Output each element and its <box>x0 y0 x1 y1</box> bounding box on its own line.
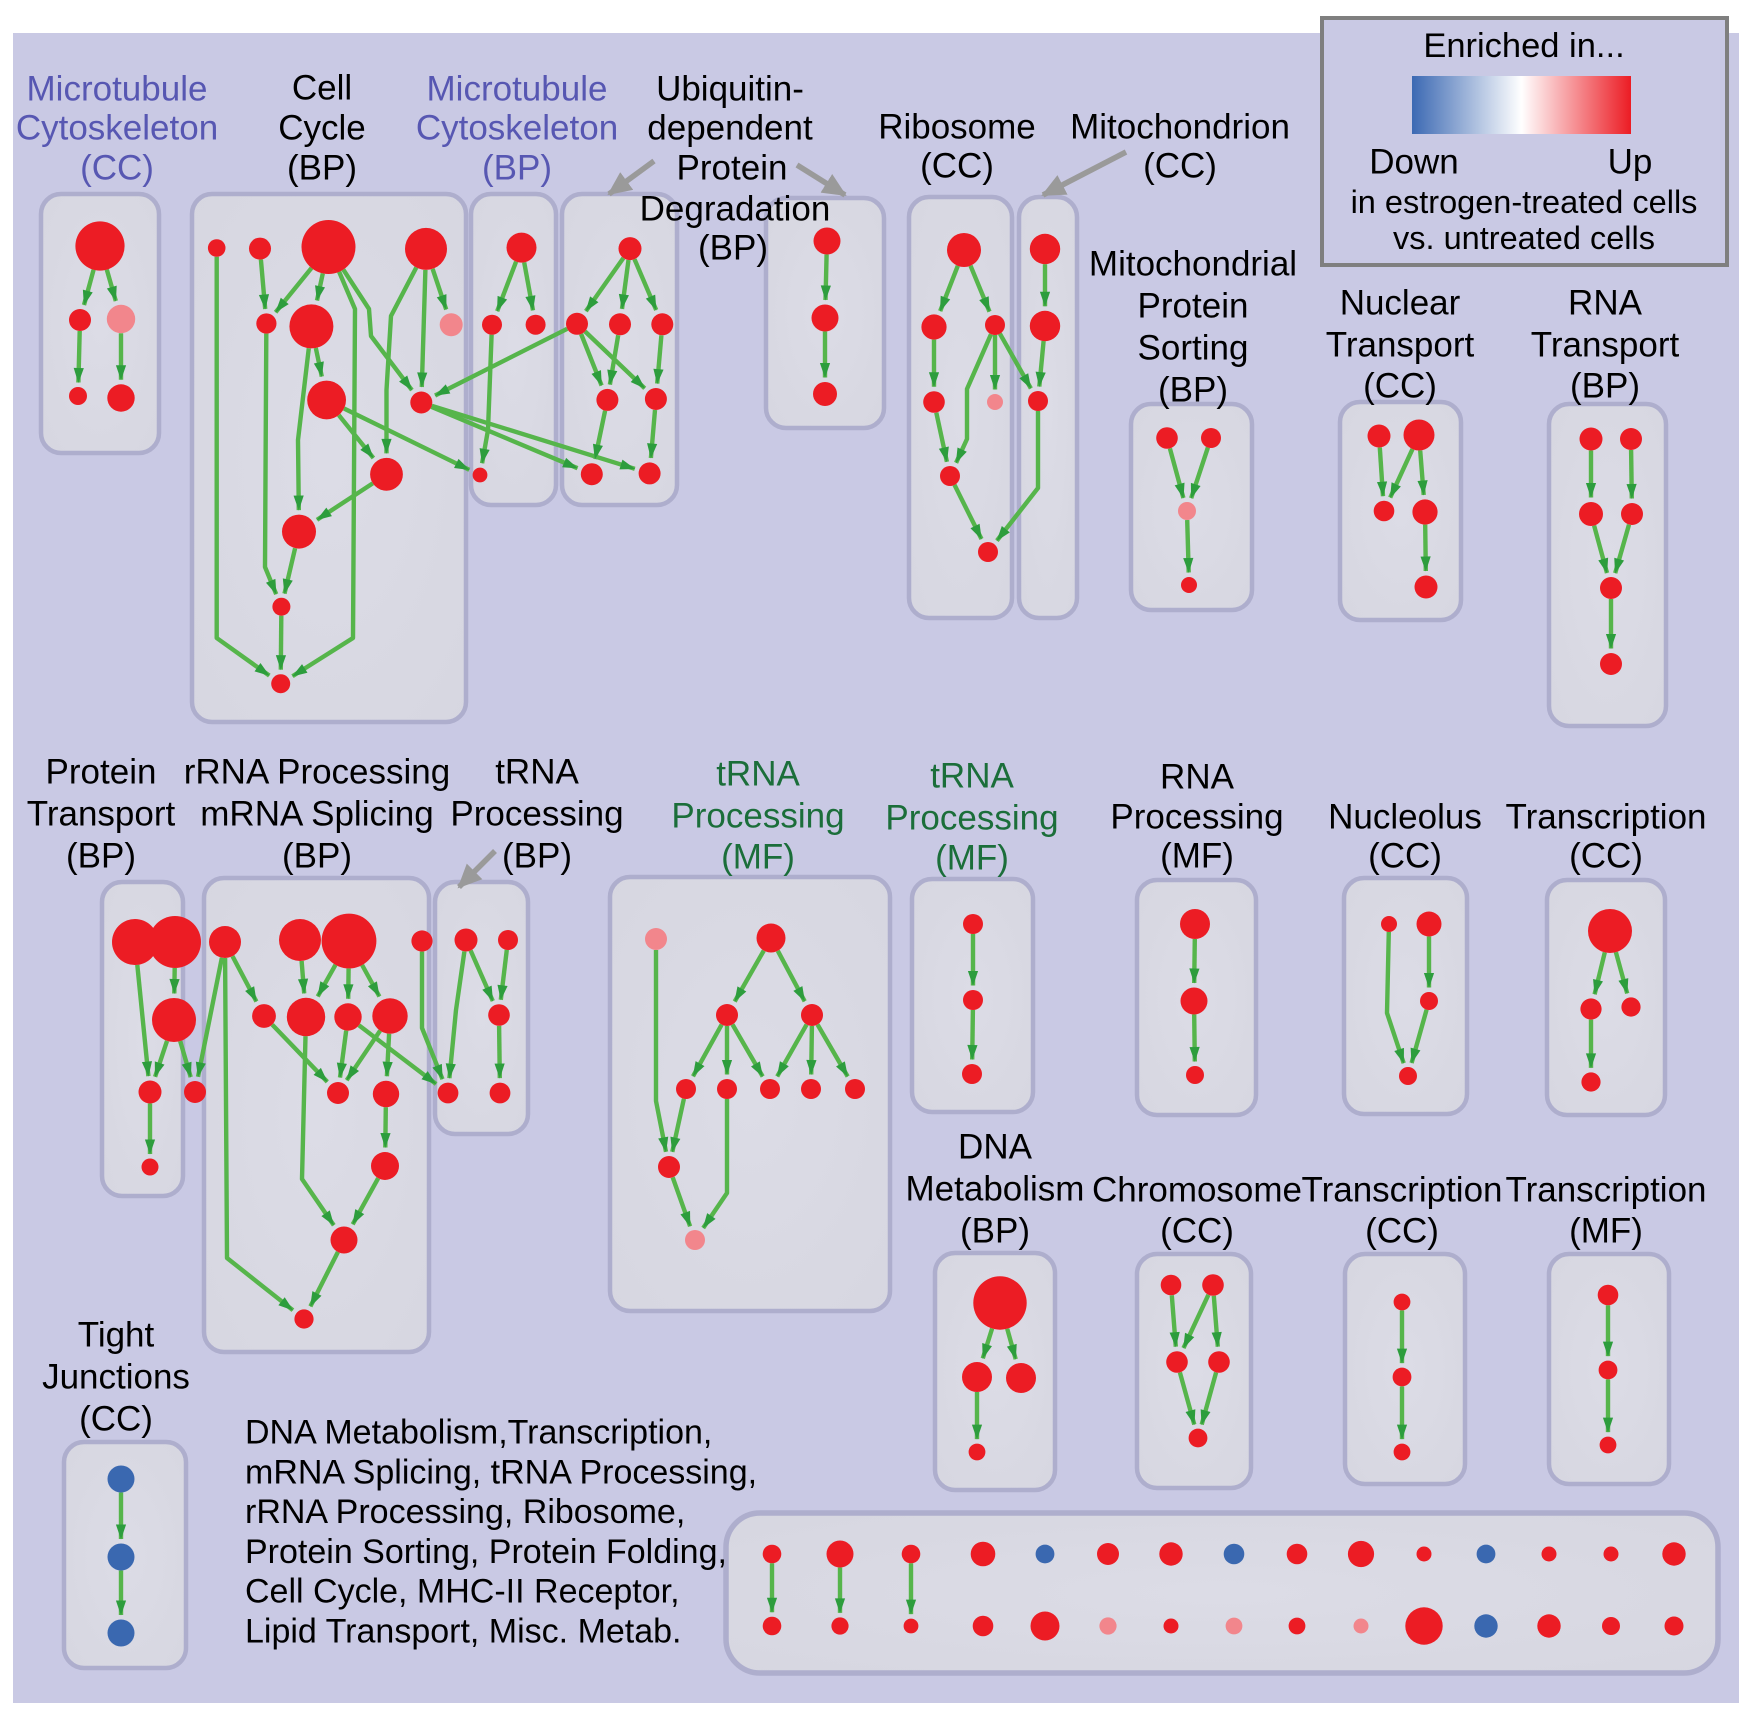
svg-text:rRNA Processing: rRNA Processing <box>184 753 450 792</box>
svg-text:Microtubule: Microtubule <box>427 70 608 109</box>
svg-text:RNA: RNA <box>1160 758 1235 797</box>
svg-text:Mitochondrial: Mitochondrial <box>1089 245 1297 284</box>
svg-text:Cytoskeleton: Cytoskeleton <box>416 109 618 148</box>
svg-text:Ubiquitin-: Ubiquitin- <box>656 70 804 109</box>
svg-text:(BP): (BP) <box>1570 367 1640 406</box>
svg-text:Transcription: Transcription <box>1506 1171 1707 1210</box>
svg-text:(CC): (CC) <box>1363 367 1437 406</box>
svg-text:(BP): (BP) <box>1158 371 1228 410</box>
svg-text:(MF): (MF) <box>1569 1212 1643 1251</box>
svg-text:(CC): (CC) <box>1365 1212 1439 1251</box>
svg-text:RNA: RNA <box>1568 284 1643 323</box>
svg-text:(CC): (CC) <box>920 147 994 186</box>
svg-text:Transport: Transport <box>1326 326 1475 365</box>
svg-text:(BP): (BP) <box>66 837 136 876</box>
svg-text:mRNA Splicing: mRNA Splicing <box>200 795 433 834</box>
svg-text:(MF): (MF) <box>721 838 795 877</box>
svg-text:Transcription: Transcription <box>1506 798 1707 837</box>
svg-text:Processing: Processing <box>885 799 1058 838</box>
svg-text:Degradation: Degradation <box>640 190 831 229</box>
svg-text:(BP): (BP) <box>482 149 552 188</box>
svg-text:Sorting: Sorting <box>1138 329 1249 368</box>
svg-text:DNA Metabolism,Transcription,: DNA Metabolism,Transcription, <box>245 1414 712 1452</box>
svg-text:(BP): (BP) <box>698 229 768 268</box>
svg-text:Processing: Processing <box>450 795 623 834</box>
svg-text:Processing: Processing <box>671 797 844 836</box>
svg-text:Enriched in...: Enriched in... <box>1423 27 1624 65</box>
svg-text:(BP): (BP) <box>287 149 357 188</box>
svg-text:Junctions: Junctions <box>42 1358 190 1397</box>
svg-text:Lipid Transport, Misc. Metab.: Lipid Transport, Misc. Metab. <box>245 1613 682 1651</box>
svg-text:Cytoskeleton: Cytoskeleton <box>16 109 218 148</box>
svg-text:Up: Up <box>1608 143 1653 182</box>
svg-text:Nuclear: Nuclear <box>1340 284 1461 323</box>
svg-text:(MF): (MF) <box>935 839 1009 878</box>
svg-text:Down: Down <box>1369 143 1458 182</box>
svg-text:(BP): (BP) <box>502 837 572 876</box>
svg-text:Ribosome: Ribosome <box>878 108 1036 147</box>
svg-text:rRNA Processing, Ribosome,: rRNA Processing, Ribosome, <box>245 1493 685 1531</box>
svg-text:Protein: Protein <box>677 149 788 188</box>
svg-text:dependent: dependent <box>647 109 813 148</box>
svg-text:(CC): (CC) <box>1160 1212 1234 1251</box>
svg-text:(MF): (MF) <box>1160 837 1234 876</box>
svg-text:Cycle: Cycle <box>278 109 366 148</box>
svg-text:Protein: Protein <box>46 753 157 792</box>
svg-text:tRNA: tRNA <box>930 757 1014 796</box>
svg-text:(CC): (CC) <box>79 1400 153 1439</box>
svg-text:mRNA Splicing, tRNA Processing: mRNA Splicing, tRNA Processing, <box>245 1453 757 1491</box>
svg-text:Protein: Protein <box>1138 287 1249 326</box>
svg-text:(BP): (BP) <box>960 1212 1030 1251</box>
svg-text:Mitochondrion: Mitochondrion <box>1070 108 1290 147</box>
svg-text:Transcription: Transcription <box>1302 1171 1503 1210</box>
svg-text:Tight: Tight <box>78 1316 155 1355</box>
svg-text:Microtubule: Microtubule <box>27 70 208 109</box>
svg-text:(BP): (BP) <box>282 837 352 876</box>
svg-text:(CC): (CC) <box>1143 147 1217 186</box>
svg-text:Cell: Cell <box>292 69 352 108</box>
svg-text:vs. untreated cells: vs. untreated cells <box>1393 220 1655 256</box>
svg-text:Transport: Transport <box>27 795 176 834</box>
svg-text:Protein Sorting, Protein Foldi: Protein Sorting, Protein Folding, <box>245 1533 727 1571</box>
svg-text:Chromosome: Chromosome <box>1092 1171 1302 1210</box>
svg-text:(CC): (CC) <box>80 149 154 188</box>
svg-text:tRNA: tRNA <box>716 755 800 794</box>
svg-text:Metabolism: Metabolism <box>906 1170 1085 1209</box>
svg-text:Nucleolus: Nucleolus <box>1328 798 1482 837</box>
svg-text:Processing: Processing <box>1110 798 1283 837</box>
svg-text:(CC): (CC) <box>1368 837 1442 876</box>
svg-text:Transport: Transport <box>1531 326 1680 365</box>
svg-text:in estrogen-treated cells: in estrogen-treated cells <box>1351 184 1698 220</box>
svg-text:Cell Cycle, MHC-II Receptor,: Cell Cycle, MHC-II Receptor, <box>245 1573 680 1611</box>
svg-text:DNA: DNA <box>958 1128 1033 1167</box>
svg-text:tRNA: tRNA <box>495 753 579 792</box>
svg-text:(CC): (CC) <box>1569 837 1643 876</box>
